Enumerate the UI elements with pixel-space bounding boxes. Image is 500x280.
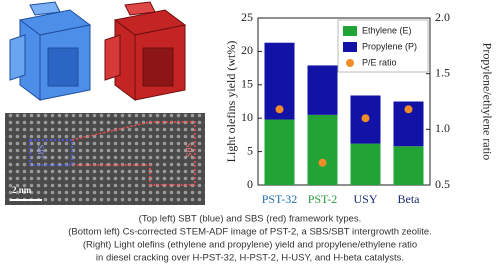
caption-line: (Bottom left) Cs-corrected STEM-ADF imag… — [68, 227, 432, 238]
y2-tick-label: 1.0 — [435, 121, 450, 135]
y2-tick-label: 2.0 — [435, 10, 450, 24]
sbt-framework — [9, 1, 92, 101]
bar-segment — [307, 114, 338, 185]
ratio-point — [404, 105, 413, 114]
x-tick-label: Beta — [398, 192, 421, 206]
legend-label: Ethylene (E) — [362, 25, 412, 35]
ratio-point — [275, 105, 284, 114]
y-axis-label: Light olefins yield (wt%) — [224, 41, 238, 163]
y2-axis-label: Propylene/ethylene ratio — [480, 43, 494, 161]
plot-frame — [257, 17, 431, 186]
sbs-framework — [104, 1, 187, 101]
sbt-label: SBT — [36, 145, 45, 160]
ratio-point — [361, 114, 370, 123]
bar-segment — [393, 146, 424, 185]
bar-segment — [264, 119, 295, 185]
bar-segment — [307, 65, 338, 115]
caption-line: (Top left) SBT (blue) and SBS (red) fram… — [139, 214, 362, 225]
ratio-point — [318, 158, 327, 167]
x-tick-label: PST-2 — [308, 192, 338, 206]
caption: (Top left) SBT (blue) and SBS (red) fram… — [68, 214, 432, 264]
sbs-outline — [71, 121, 196, 186]
caption-line: in diesel cracking over H-PST-32, H-PST-… — [96, 253, 404, 264]
y-tick-label: 0 — [247, 177, 253, 191]
legend-swatch — [343, 42, 357, 52]
caption-line: (Right) Light olefins (ethylene and prop… — [83, 240, 417, 251]
sbs-label: SBS — [184, 143, 193, 157]
y-tick-label: 10 — [241, 110, 253, 124]
y-tick-label: 15 — [241, 77, 253, 91]
x-tick-label: PST-32 — [262, 192, 298, 206]
y-tick-label: 5 — [247, 143, 253, 157]
legend-swatch — [346, 59, 354, 67]
bar-segment — [350, 143, 381, 185]
sbt-outline — [29, 139, 73, 166]
y-tick-label: 20 — [241, 43, 253, 57]
legend-swatch — [343, 26, 357, 36]
x-tick-label: USY — [353, 192, 377, 206]
y-tick-label: 25 — [241, 10, 253, 24]
y2-tick-label: 1.5 — [435, 65, 450, 79]
stem-image — [5, 113, 205, 205]
y2-tick-label: 0.5 — [435, 177, 450, 191]
legend-label: Propylene (P) — [362, 41, 417, 51]
chart: 0 5 10 15 20 25 0.5 1.0 1.5 2.0 Light olefins yiel… — [224, 10, 495, 206]
scale-bar-label: 2 nm — [12, 185, 32, 195]
legend-label: P/E ratio — [362, 57, 397, 67]
